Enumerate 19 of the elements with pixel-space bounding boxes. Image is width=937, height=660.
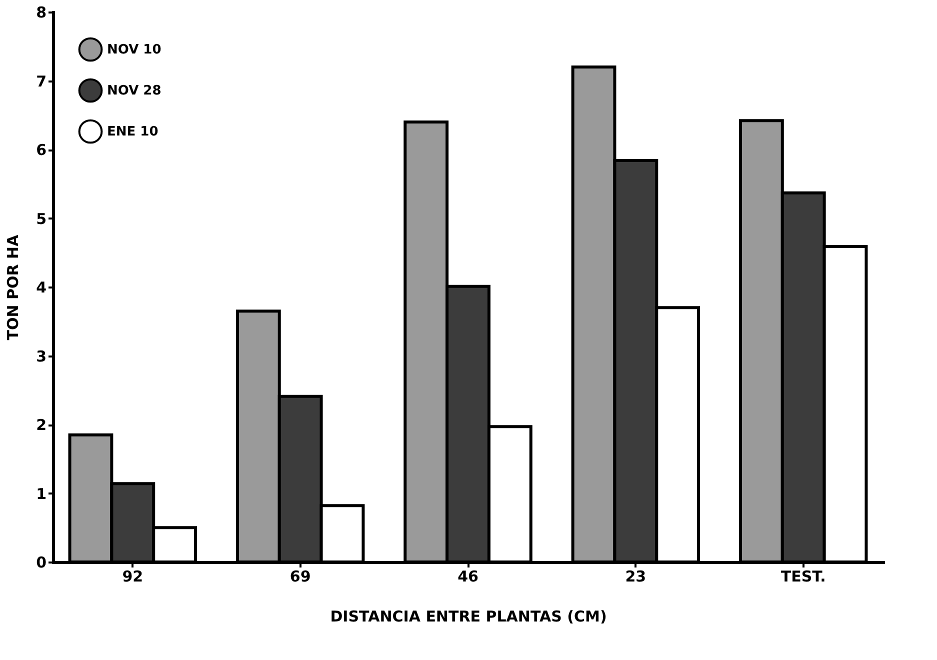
x-tick-label: 92 bbox=[122, 568, 144, 586]
x-tick-label: 23 bbox=[625, 568, 646, 586]
x-axis-title: DISTANCIA ENTRE PLANTAS (CM) bbox=[330, 608, 607, 626]
x-tick-label: 69 bbox=[290, 568, 311, 586]
legend-label: NOV 28 bbox=[107, 84, 162, 98]
x-tick-label: TEST. bbox=[780, 568, 826, 586]
y-tick-label: 7 bbox=[36, 72, 46, 90]
y-tick-label: 5 bbox=[36, 210, 46, 228]
y-tick-label: 8 bbox=[36, 4, 46, 22]
x-tick-label: 46 bbox=[458, 568, 478, 586]
legend-label: NOV 10 bbox=[107, 42, 162, 58]
y-tick-label: 1 bbox=[36, 484, 46, 503]
y-tick-label: 2 bbox=[36, 416, 46, 434]
y-tick-label: 4 bbox=[36, 278, 46, 296]
y-axis-title: TON POR HA bbox=[4, 234, 22, 340]
y-tick-label: 0 bbox=[36, 554, 46, 572]
y-tick-label: 3 bbox=[36, 347, 46, 366]
y-tick-label: 6 bbox=[36, 141, 46, 159]
legend-label: ENE 10 bbox=[107, 124, 158, 140]
